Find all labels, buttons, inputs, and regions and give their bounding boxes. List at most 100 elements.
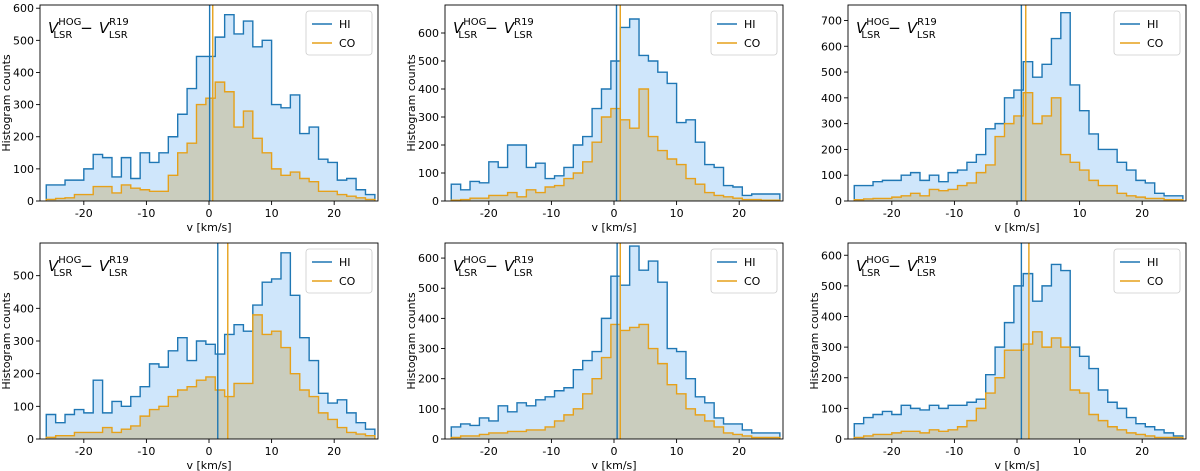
- co-histogram-line: [45, 81, 376, 201]
- x-tick-label: 20: [1135, 445, 1149, 458]
- x-tick-label: -10: [945, 445, 963, 458]
- co-histogram-fill: [854, 92, 1183, 201]
- annotation-v2: V: [907, 19, 919, 37]
- hi-histogram-line: [853, 263, 1184, 439]
- y-tick-label: 100: [13, 400, 34, 413]
- annotation-sub2: LSR: [109, 30, 128, 41]
- x-tick-label: 0: [206, 445, 213, 458]
- co-histogram-line: [45, 314, 376, 439]
- y-tick-label: 300: [821, 118, 842, 131]
- legend-label-hi: HI: [339, 256, 351, 269]
- annotation-sub1: LSR: [458, 268, 477, 279]
- x-tick-label: 10: [670, 207, 684, 220]
- annotation-sup2: R19: [514, 17, 534, 28]
- y-tick-label: 400: [418, 312, 439, 325]
- annotation-minus: −: [888, 19, 901, 37]
- x-tick-label: -20: [883, 445, 901, 458]
- x-tick-label: 10: [1073, 207, 1087, 220]
- y-tick-label: 400: [13, 66, 34, 79]
- y-tick-label: 500: [13, 270, 34, 283]
- velocity-difference-annotation: VHOG LSR − VR19 LSR: [856, 255, 937, 279]
- y-axis-label: Histogram counts: [0, 54, 13, 152]
- x-tick-label: -10: [137, 445, 155, 458]
- annotation-minus: −: [80, 19, 93, 37]
- y-tick-label: 600: [418, 252, 439, 265]
- annotation-minus: −: [485, 19, 498, 37]
- x-tick-label: 10: [265, 445, 279, 458]
- y-axis-label: Histogram counts: [0, 292, 13, 390]
- annotation-v2: V: [504, 257, 516, 275]
- legend-box: [305, 248, 373, 294]
- x-tick-label: 10: [1073, 445, 1087, 458]
- annotation-sup2: R19: [917, 17, 937, 28]
- x-tick-label: 0: [1014, 445, 1021, 458]
- co-histogram-fill: [46, 82, 375, 201]
- annotation-v1: V: [856, 257, 868, 275]
- annotation-v2: V: [99, 257, 111, 275]
- y-tick-label: 200: [821, 372, 842, 385]
- x-tick-label: 0: [611, 445, 618, 458]
- annotation-sub2: LSR: [514, 30, 533, 41]
- x-axis-label: v [km/s]: [591, 459, 636, 471]
- y-tick-label: 600: [821, 40, 842, 53]
- y-axis-label: Histogram counts: [808, 292, 821, 390]
- co-histogram-fill: [451, 89, 780, 201]
- x-axis-label: v [km/s]: [186, 221, 231, 234]
- annotation-v2: V: [907, 257, 919, 275]
- hi-histogram-fill: [854, 12, 1183, 201]
- annotation-v1: V: [856, 19, 868, 37]
- y-tick-label: 300: [821, 341, 842, 354]
- legend-box: [710, 10, 778, 56]
- y-axis-label: Histogram counts: [405, 54, 418, 152]
- y-tick-label: 200: [13, 368, 34, 381]
- y-tick-label: 100: [418, 167, 439, 180]
- hi-histogram-line: [853, 12, 1184, 201]
- y-tick-label: 200: [418, 139, 439, 152]
- y-tick-label: 0: [432, 195, 439, 208]
- legend-box: [710, 248, 778, 294]
- velocity-difference-annotation: VHOG LSR − VR19 LSR: [856, 17, 937, 41]
- annotation-sup1: HOG: [58, 17, 81, 28]
- legend-label-hi: HI: [744, 256, 756, 269]
- legend-label-co: CO: [339, 37, 356, 50]
- x-tick-label: -10: [542, 445, 560, 458]
- x-tick-label: -20: [883, 207, 901, 220]
- y-tick-label: 300: [13, 335, 34, 348]
- annotation-sup2: R19: [109, 17, 129, 28]
- annotation-v1: V: [48, 257, 60, 275]
- x-tick-label: -10: [137, 207, 155, 220]
- x-tick-label: 0: [206, 207, 213, 220]
- y-axis-label: Histogram counts: [405, 292, 418, 390]
- x-tick-label: 20: [327, 445, 341, 458]
- legend-box: [305, 10, 373, 56]
- velocity-difference-annotation: VHOG LSR − VR19 LSR: [453, 17, 534, 41]
- y-tick-label: 100: [821, 169, 842, 182]
- velocity-difference-annotation: VHOG LSR − VR19 LSR: [453, 255, 534, 279]
- x-tick-label: -20: [480, 207, 498, 220]
- annotation-minus: −: [485, 257, 498, 275]
- legend-label-co: CO: [1147, 37, 1164, 50]
- x-axis-label: v [km/s]: [994, 221, 1039, 234]
- y-tick-label: 200: [418, 373, 439, 386]
- x-tick-label: 20: [732, 445, 746, 458]
- x-tick-label: -20: [75, 445, 93, 458]
- y-tick-label: 100: [13, 163, 34, 176]
- x-tick-label: -10: [542, 207, 560, 220]
- x-tick-label: 20: [732, 207, 746, 220]
- y-tick-label: 100: [418, 403, 439, 416]
- legend-box: [1113, 10, 1181, 56]
- legend-label-hi: HI: [1147, 256, 1159, 269]
- y-tick-label: 0: [27, 195, 34, 208]
- hi-histogram-line: [450, 18, 781, 201]
- x-axis-label: v [km/s]: [186, 459, 231, 471]
- y-tick-label: 200: [13, 131, 34, 144]
- y-tick-label: 400: [821, 92, 842, 105]
- co-histogram-line: [450, 88, 781, 201]
- x-tick-label: 0: [611, 207, 618, 220]
- legend-box: [1113, 248, 1181, 294]
